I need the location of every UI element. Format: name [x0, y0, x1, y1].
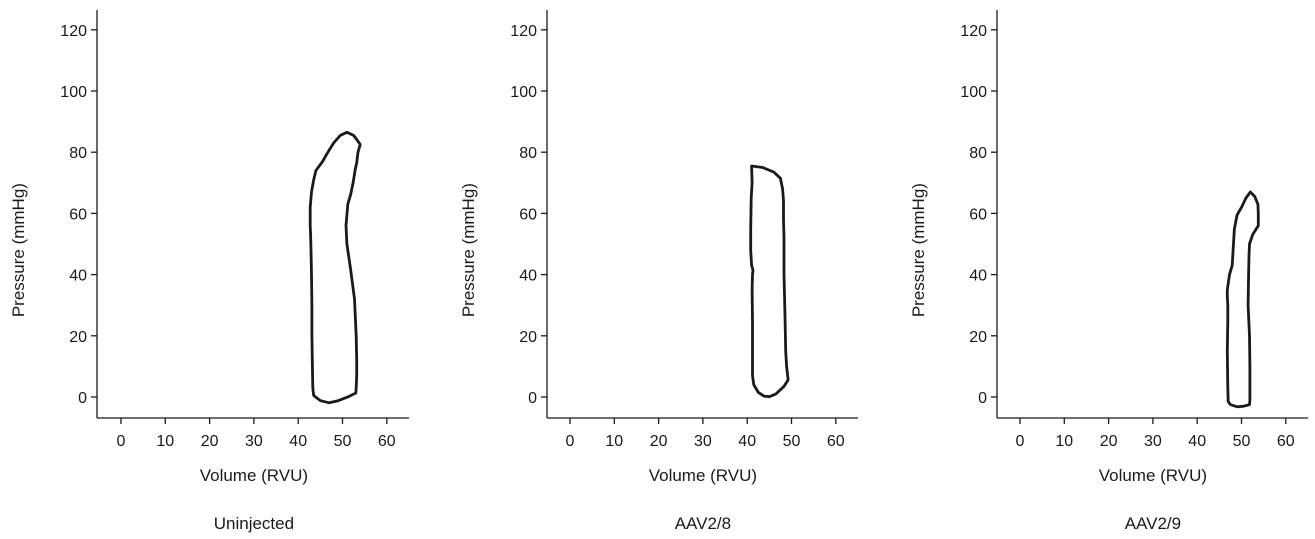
y-tick-label: 120	[60, 23, 87, 40]
panel-caption: Uninjected	[214, 514, 294, 533]
x-tick-label: 0	[1016, 433, 1025, 450]
y-tick-label: 40	[969, 268, 987, 285]
pressure-volume-loop	[308, 130, 362, 405]
x-axis-label: Volume (RVU)	[1099, 466, 1207, 485]
x-tick-label: 40	[1188, 433, 1206, 450]
y-tick-label: 120	[510, 23, 537, 40]
x-axis-label: Volume (RVU)	[200, 466, 308, 485]
y-tick-label: 100	[510, 84, 537, 101]
pv-loop-panel-1: 0 20 40 60 80 100 120 0 10 20 30 40 50 60 Volume (RVU)…	[9, 10, 409, 533]
x-tick-label: 0	[117, 433, 126, 450]
y-tick-label: 20	[519, 329, 537, 346]
pressure-volume-loop	[1225, 190, 1260, 409]
y-tick-label: 100	[960, 84, 987, 101]
x-tick-label: 20	[1100, 433, 1118, 450]
y-tick-label: 0	[978, 390, 987, 407]
x-tick-label: 40	[289, 433, 307, 450]
x-tick-label: 30	[1144, 433, 1162, 450]
y-tick-label: 100	[60, 84, 87, 101]
y-axis-label: Pressure (mmHg)	[459, 183, 478, 317]
y-tick-label: 20	[69, 329, 87, 346]
x-tick-label: 60	[378, 433, 396, 450]
x-tick-label: 60	[827, 433, 845, 450]
y-tick-label: 20	[969, 329, 987, 346]
pressure-volume-loop	[749, 164, 790, 399]
x-tick-label: 0	[566, 433, 575, 450]
x-tick-label: 50	[334, 433, 352, 450]
pv-loop-panel-2: 0 20 40 60 80 100 120 0 10 20 30 40 50 60 Volume (RVU)…	[459, 10, 858, 533]
y-axis-label: Pressure (mmHg)	[909, 183, 928, 317]
x-tick-label: 10	[605, 433, 623, 450]
x-tick-label: 60	[1277, 433, 1295, 450]
y-tick-label: 80	[519, 145, 537, 162]
y-tick-label: 60	[969, 206, 987, 223]
y-tick-label: 60	[69, 206, 87, 223]
panel-caption: AAV2/8	[675, 514, 731, 533]
x-tick-label: 10	[156, 433, 174, 450]
x-tick-label: 50	[783, 433, 801, 450]
x-axis-label: Volume (RVU)	[649, 466, 757, 485]
panel-caption: AAV2/9	[1125, 514, 1181, 533]
y-tick-label: 40	[519, 268, 537, 285]
y-tick-label: 80	[969, 145, 987, 162]
x-tick-label: 20	[201, 433, 219, 450]
x-tick-label: 30	[245, 433, 263, 450]
y-tick-label: 60	[519, 206, 537, 223]
x-tick-label: 50	[1233, 433, 1251, 450]
pv-loop-panel-3: 0 20 40 60 80 100 120 0 10 20 30 40 50 60 Volume (RVU)…	[909, 10, 1308, 533]
y-tick-label: 0	[78, 390, 87, 407]
x-tick-label: 10	[1055, 433, 1073, 450]
y-tick-label: 40	[69, 268, 87, 285]
x-tick-label: 30	[694, 433, 712, 450]
y-tick-label: 80	[69, 145, 87, 162]
x-tick-label: 20	[650, 433, 668, 450]
y-tick-label: 120	[960, 23, 987, 40]
y-tick-label: 0	[528, 390, 537, 407]
x-tick-label: 40	[738, 433, 756, 450]
y-axis-label: Pressure (mmHg)	[9, 183, 28, 317]
